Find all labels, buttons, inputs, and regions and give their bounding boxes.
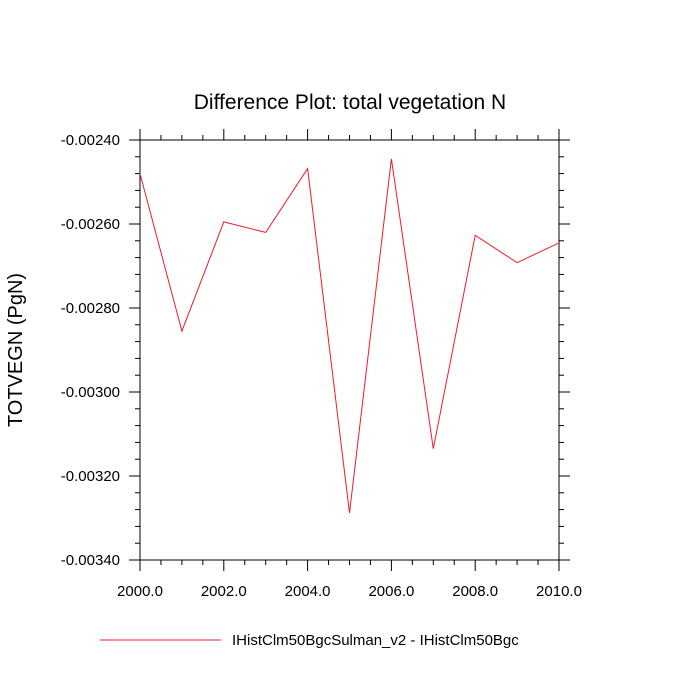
legend-label: IHistClm50BgcSulman_v2 - IHistClm50Bgc xyxy=(232,632,519,649)
x-tick-label: 2000.0 xyxy=(117,583,163,600)
y-tick-label: -0.00280 xyxy=(61,300,120,317)
y-tick-label: -0.00300 xyxy=(61,384,120,401)
y-tick-label: -0.00340 xyxy=(61,552,120,569)
chart-title: Difference Plot: total vegetation N xyxy=(194,91,506,114)
plot-frame xyxy=(139,139,560,561)
series-line xyxy=(139,158,560,514)
legend: IHistClm50BgcSulman_v2 - IHistClm50Bgc xyxy=(100,632,519,649)
x-tick-label: 2006.0 xyxy=(368,583,414,600)
x-tick-label: 2002.0 xyxy=(201,583,247,600)
data-series xyxy=(139,158,560,514)
y-tick-label: -0.00240 xyxy=(61,132,120,149)
y-axis-label: TOTVEGN (PgN) xyxy=(5,273,27,427)
x-tick-label: 2004.0 xyxy=(285,583,331,600)
y-tick-label: -0.00260 xyxy=(61,216,120,233)
y-tick-label: -0.00320 xyxy=(61,468,120,485)
x-tick-label: 2010.0 xyxy=(536,583,582,600)
axis-ticks: 2000.0 2002.0 2004.0 2006.0 2008.0 2010.0 -0.0… xyxy=(61,129,582,600)
x-tick-label: 2008.0 xyxy=(452,583,498,600)
